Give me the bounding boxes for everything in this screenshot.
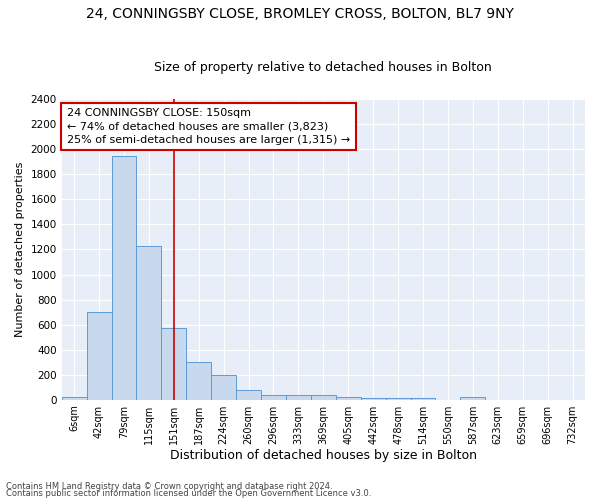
Bar [86,312,112,400]
Bar [161,328,186,400]
Bar [211,374,236,400]
Text: Contains HM Land Registry data © Crown copyright and database right 2024.: Contains HM Land Registry data © Crown c… [6,482,332,491]
Bar [336,397,361,400]
Text: Contains public sector information licensed under the Open Government Licence v3: Contains public sector information licen… [6,489,371,498]
Text: 24 CONNINGSBY CLOSE: 150sqm
← 74% of detached houses are smaller (3,823)
25% of : 24 CONNINGSBY CLOSE: 150sqm ← 74% of det… [67,108,350,144]
X-axis label: Distribution of detached houses by size in Bolton: Distribution of detached houses by size … [170,450,477,462]
Bar [261,394,286,400]
Bar [361,398,386,400]
Title: Size of property relative to detached houses in Bolton: Size of property relative to detached ho… [154,62,492,74]
Y-axis label: Number of detached properties: Number of detached properties [15,162,25,337]
Bar [136,246,161,400]
Bar [186,362,211,400]
Bar [460,397,485,400]
Text: 24, CONNINGSBY CLOSE, BROMLEY CROSS, BOLTON, BL7 9NY: 24, CONNINGSBY CLOSE, BROMLEY CROSS, BOL… [86,8,514,22]
Bar [286,396,311,400]
Bar [236,390,261,400]
Bar [410,398,436,400]
Bar [386,398,410,400]
Bar [62,397,86,400]
Bar [311,396,336,400]
Bar [112,156,136,400]
